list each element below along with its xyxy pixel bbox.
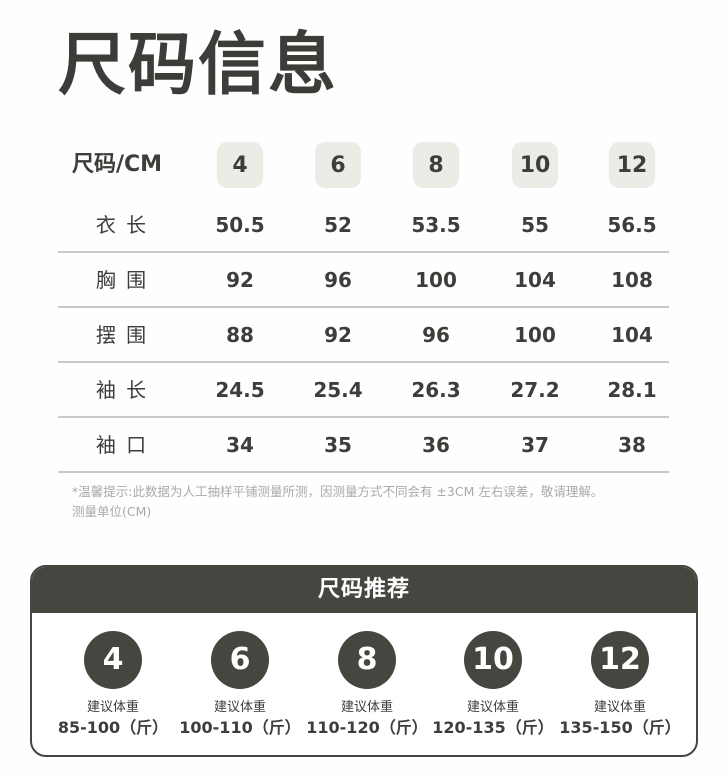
size-header-chip: 10: [512, 142, 558, 188]
table-cell: 100: [415, 268, 457, 292]
weight-label: 建议体重: [340, 700, 393, 715]
table-cell: 100: [514, 323, 556, 347]
weight-range: 85-100（斤）: [57, 718, 169, 737]
weight-range: 120-135（斤）: [432, 718, 554, 737]
recommendation-item: 12 建议体重 135-150（斤）: [555, 631, 685, 739]
size-recommendation-card: 尺码推荐 4 建议体重 85-100（斤） 6 建议体重 100-110（斤） 8 建议体重 1…: [30, 565, 698, 757]
weight-label: 建议体重: [593, 700, 646, 715]
table-cell: 27.2: [510, 378, 560, 402]
table-cell: 53.5: [411, 213, 461, 237]
weight-range: 100-110（斤）: [179, 718, 301, 737]
row-label: 袖 口: [95, 433, 149, 457]
size-circle: 6: [211, 631, 269, 689]
table-cell: 36: [422, 433, 450, 457]
weight-label: 建议体重: [466, 700, 519, 715]
table-cell: 56.5: [607, 213, 657, 237]
row-label: 摆 围: [95, 323, 149, 347]
row-divider: [58, 361, 669, 363]
table-cell: 92: [324, 323, 352, 347]
table-cell: 55: [521, 213, 549, 237]
table-cell: 28.1: [607, 378, 657, 402]
table-cell: 104: [514, 268, 556, 292]
recommendation-item: 6 建议体重 100-110（斤）: [175, 631, 305, 739]
recommendation-title: 尺码推荐: [32, 567, 696, 613]
row-label: 袖 长: [95, 378, 149, 402]
table-cell: 108: [611, 268, 653, 292]
recommendation-item: 8 建议体重 110-120（斤）: [302, 631, 432, 739]
row-divider: [58, 306, 669, 308]
weight-label: 建议体重: [213, 700, 266, 715]
weight-range: 135-150（斤）: [559, 718, 681, 737]
row-label: 胸 围: [95, 268, 149, 292]
table-cell: 26.3: [411, 378, 461, 402]
measurement-note: *温馨提示:此数据为人工抽样平铺测量所测，因测量方式不同会有 ±3CM 左右误差…: [72, 482, 682, 522]
size-header-chip: 12: [609, 142, 655, 188]
table-cell: 96: [422, 323, 450, 347]
table-cell: 37: [521, 433, 549, 457]
row-divider: [58, 471, 669, 473]
table-cell: 24.5: [215, 378, 265, 402]
size-header-label: 尺码/CM: [72, 152, 163, 177]
recommendation-item: 4 建议体重 85-100（斤）: [48, 631, 178, 739]
recommendation-item: 10 建议体重 120-135（斤）: [428, 631, 558, 739]
weight-range: 110-120（斤）: [306, 718, 428, 737]
page-title: 尺码信息: [58, 26, 339, 105]
size-circle: 4: [84, 631, 142, 689]
table-cell: 38: [618, 433, 646, 457]
row-divider: [58, 416, 669, 418]
table-cell: 52: [324, 213, 352, 237]
size-header-chip: 8: [413, 142, 459, 188]
size-header-chip: 6: [315, 142, 361, 188]
size-circle: 8: [338, 631, 396, 689]
table-cell: 96: [324, 268, 352, 292]
weight-label: 建议体重: [86, 700, 139, 715]
size-circle: 10: [464, 631, 522, 689]
table-cell: 25.4: [313, 378, 363, 402]
row-divider: [58, 251, 669, 253]
row-label: 衣 长: [95, 213, 149, 237]
table-cell: 35: [324, 433, 352, 457]
table-cell: 50.5: [215, 213, 265, 237]
table-cell: 34: [226, 433, 254, 457]
table-cell: 104: [611, 323, 653, 347]
table-cell: 88: [226, 323, 254, 347]
size-circle: 12: [591, 631, 649, 689]
size-header-chip: 4: [217, 142, 263, 188]
note-line-1: *温馨提示:此数据为人工抽样平铺测量所测，因测量方式不同会有 ±3CM 左右误差…: [72, 484, 604, 499]
note-line-2: 测量单位(CM): [72, 504, 152, 519]
table-cell: 92: [226, 268, 254, 292]
